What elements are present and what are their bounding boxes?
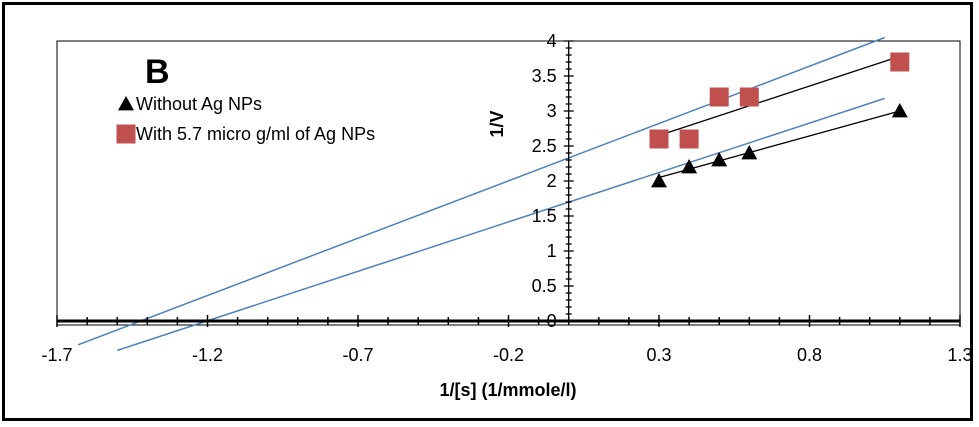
axes: [56, 40, 961, 327]
y-tick-label: 1.5: [532, 206, 557, 226]
x-tick-label: 0.3: [646, 345, 671, 365]
square-point: [739, 87, 759, 107]
legend-entry: Without Ag NPs: [136, 94, 262, 114]
x-axis-title: 1/[s] (1/mmole/l): [439, 380, 576, 400]
chart-frame: [2, 2, 973, 421]
y-axis-title: 1/V: [487, 110, 507, 137]
legend-square-marker: [116, 124, 136, 144]
y-tick-label: 0: [547, 311, 557, 331]
y-tick-label: 0.5: [532, 276, 557, 296]
x-tick-label: 1.3: [947, 345, 972, 365]
y-tick-label: 2: [547, 171, 557, 191]
y-tick-label: 3.5: [532, 66, 557, 86]
text-layer: -1.7 -1.2 -0.7 -0.2 0.3 0.8 1.3 0 0.5 1 1.5 2 2.5 3 3.…: [41, 31, 972, 400]
y-tick-label: 4: [547, 31, 557, 51]
extrapolation-line-1: [116, 97, 885, 352]
square-point: [709, 87, 729, 107]
x-tick-label: 0.8: [797, 345, 822, 365]
points-layer: [649, 52, 910, 188]
extrapolation-line-2: [77, 36, 886, 346]
x-tick-label: -1.7: [41, 345, 72, 365]
triangle-point: [651, 173, 667, 188]
trendline-1: [658, 110, 900, 179]
line-layer: [77, 36, 901, 352]
x-tick-label: -1.2: [192, 345, 223, 365]
y-tick-label: 1: [547, 241, 557, 261]
plot-area: [56, 40, 961, 326]
y-tick-label: 2.5: [532, 136, 557, 156]
panel-label: B: [145, 53, 170, 91]
triangle-point: [711, 152, 728, 167]
x-tick-label: -0.7: [342, 345, 373, 365]
x-tick-label: -0.2: [493, 345, 524, 365]
y-tick-label: 3: [547, 101, 557, 121]
triangle-point: [891, 103, 908, 118]
square-point: [890, 52, 910, 72]
legend-triangle-marker: [118, 96, 134, 111]
square-point: [649, 129, 669, 149]
triangle-point: [741, 145, 758, 160]
square-point: [679, 129, 699, 149]
trendline-2: [658, 55, 901, 137]
legend-entry: With 5.7 micro g/ml of Ag NPs: [136, 124, 375, 144]
triangle-point: [681, 159, 698, 174]
